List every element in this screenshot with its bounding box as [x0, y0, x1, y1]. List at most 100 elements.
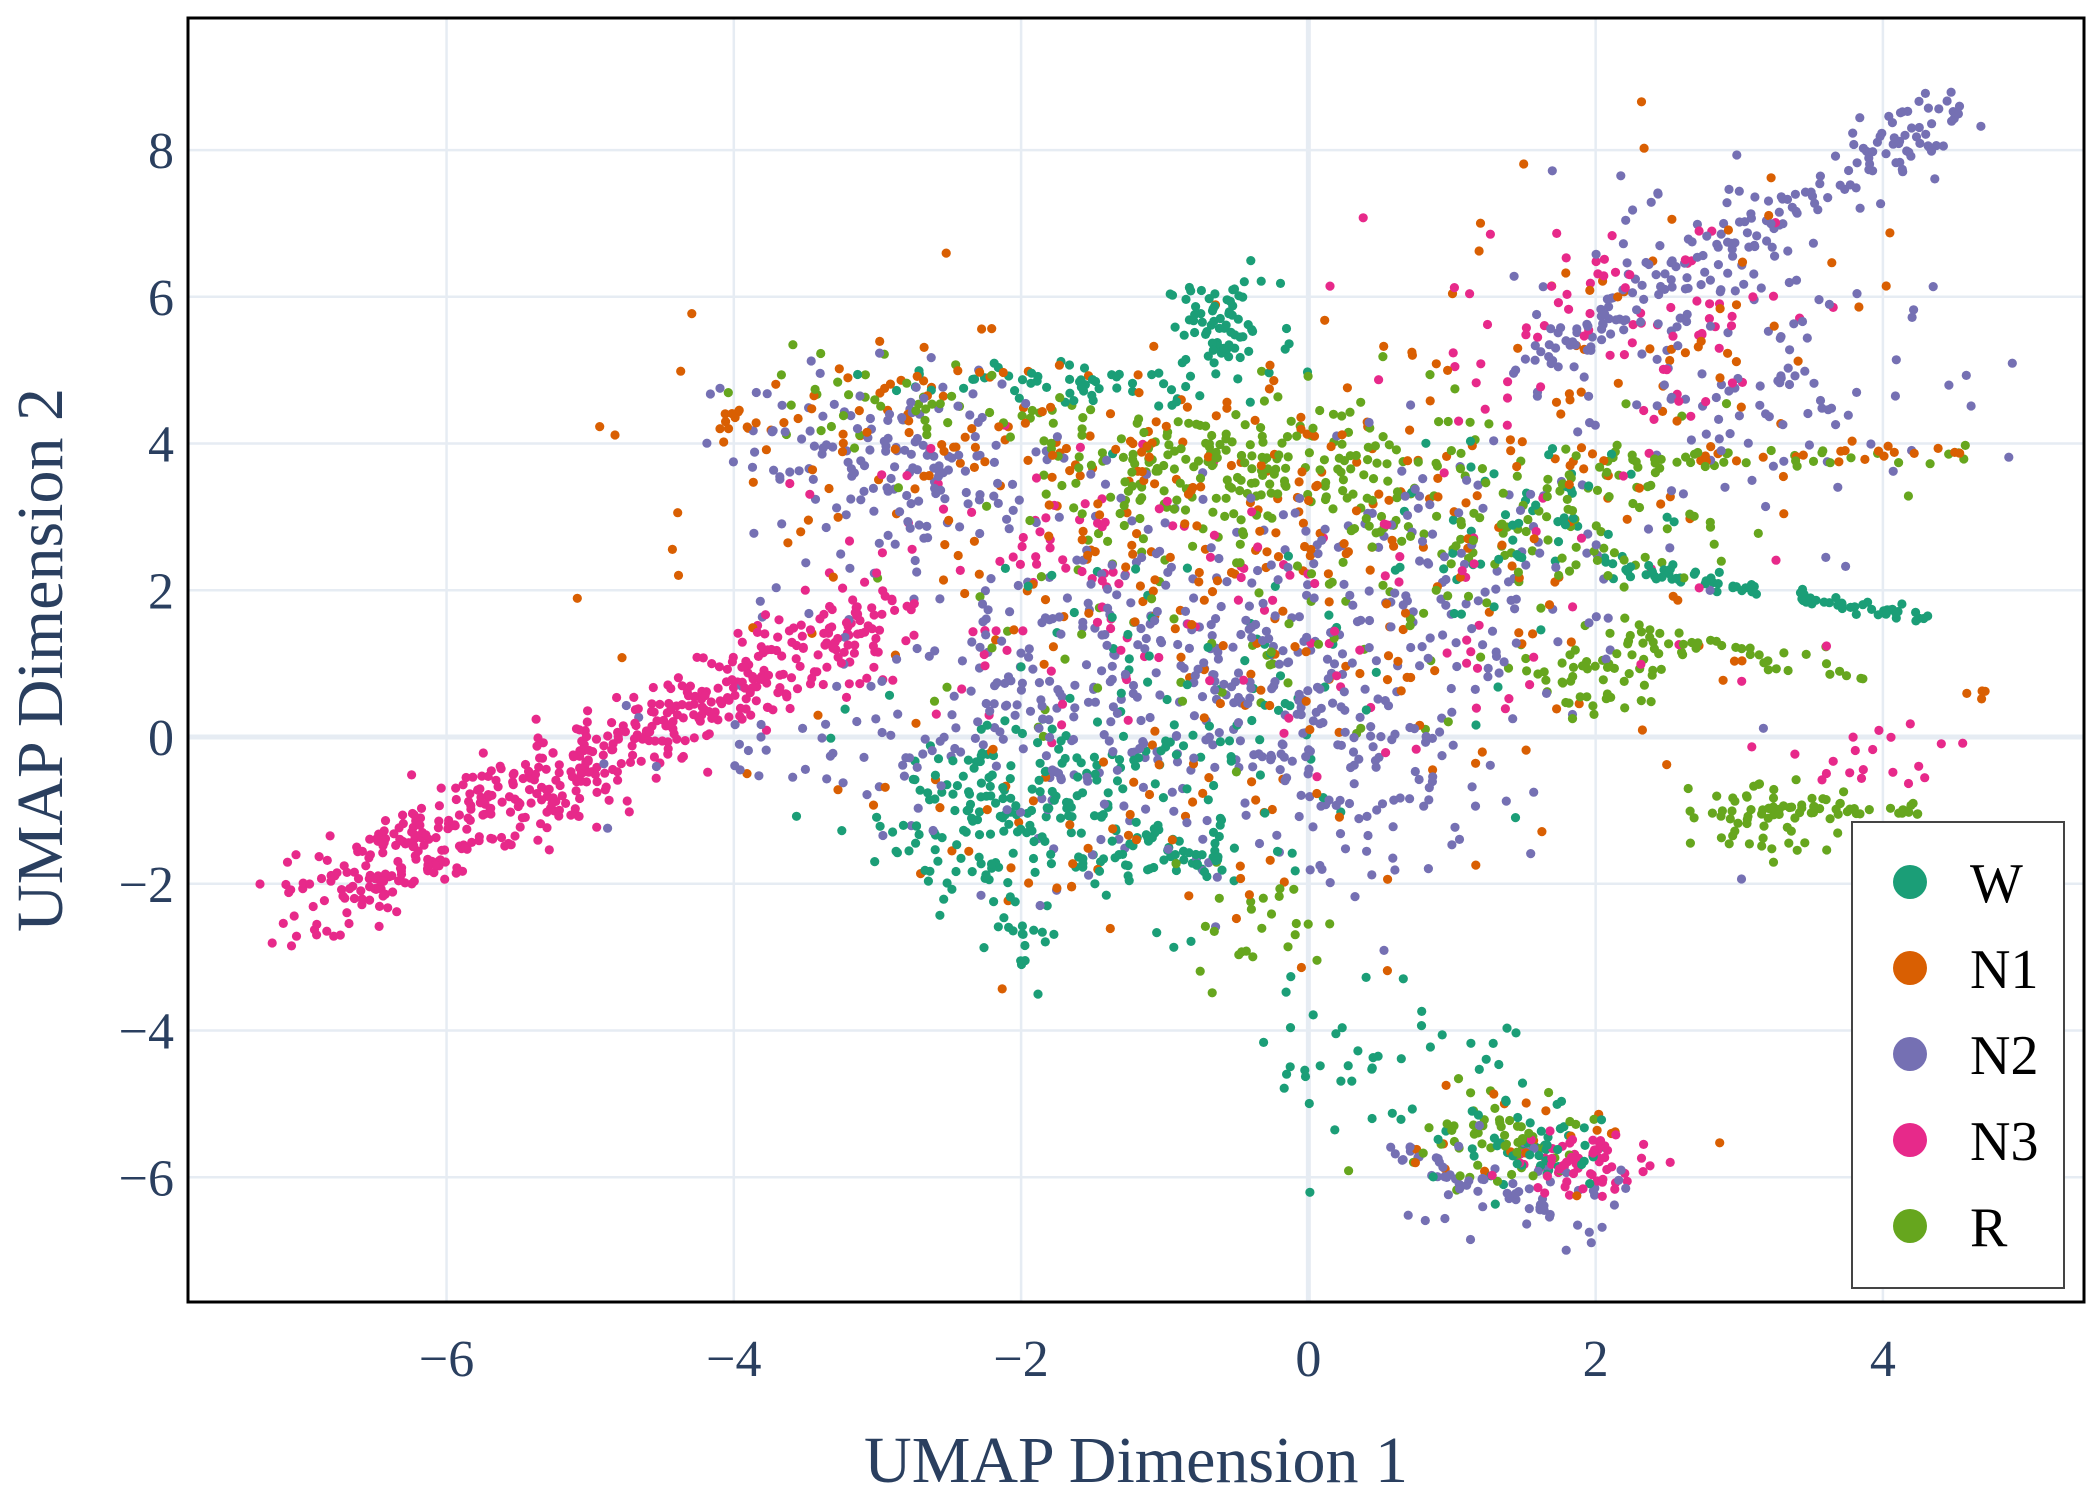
data-point-n3 [314, 852, 324, 862]
data-point-n1 [1840, 446, 1850, 456]
data-point-n3 [1665, 1157, 1675, 1167]
data-point-n3 [1045, 543, 1055, 553]
data-point-n3 [1462, 658, 1472, 668]
data-point-n2 [1858, 143, 1868, 153]
data-point-w [1531, 500, 1541, 510]
data-point-n1 [1355, 668, 1365, 679]
data-point-r [1542, 484, 1552, 494]
data-point-n2 [1652, 354, 1662, 364]
data-point-n2 [1350, 892, 1360, 902]
data-point-n1 [1665, 355, 1675, 366]
data-point-n2 [1868, 166, 1878, 176]
data-point-n2 [1536, 347, 1546, 357]
legend-marker-n1 [1893, 951, 1927, 985]
data-point-n3 [1358, 213, 1368, 223]
data-point-n3 [677, 681, 687, 691]
data-point-n3 [574, 811, 584, 822]
data-point-r [1609, 663, 1619, 674]
data-point-n2 [954, 450, 964, 460]
data-point-n1 [982, 805, 992, 815]
data-point-w [1467, 1144, 1477, 1154]
data-point-w [1018, 929, 1028, 940]
data-point-n2 [1347, 658, 1357, 668]
data-point-n2 [1316, 801, 1326, 811]
data-point-r [1757, 809, 1767, 819]
data-point-r [1217, 687, 1227, 697]
data-point-n2 [886, 730, 896, 740]
data-point-n2 [951, 723, 961, 733]
data-point-n1 [1144, 452, 1154, 462]
data-point-w [1076, 828, 1086, 838]
data-point-n1 [673, 508, 683, 518]
data-point-r [1797, 800, 1807, 810]
data-point-n3 [663, 749, 673, 759]
data-point-w [884, 690, 895, 700]
data-point-n1 [987, 324, 997, 334]
data-point-n3 [839, 647, 849, 657]
data-point-n2 [1294, 612, 1304, 622]
data-point-n1 [1696, 336, 1706, 346]
data-point-n2 [1390, 729, 1400, 739]
data-point-n3 [844, 679, 854, 689]
data-point-n2 [1890, 391, 1900, 401]
data-point-n2 [1099, 730, 1109, 740]
data-point-r [1745, 649, 1755, 660]
data-point-n1 [1962, 688, 1972, 699]
data-point-n1 [1339, 539, 1349, 549]
data-point-w [1361, 705, 1371, 715]
data-point-n2 [1628, 205, 1638, 215]
data-point-w [1396, 1054, 1406, 1064]
y-tick-label: −2 [119, 857, 174, 914]
data-point-r [922, 430, 932, 440]
data-point-n1 [1541, 1106, 1551, 1116]
data-point-w [1016, 662, 1026, 672]
data-point-r [902, 378, 912, 388]
data-point-n3 [1031, 552, 1041, 562]
data-point-n1 [1365, 565, 1375, 575]
data-point-n2 [840, 632, 850, 642]
data-point-r [1894, 458, 1904, 468]
data-point-n2 [1424, 559, 1434, 569]
data-point-n2 [1734, 411, 1744, 421]
data-point-w [1196, 752, 1206, 762]
data-point-w [1014, 393, 1024, 403]
data-point-r [1496, 519, 1506, 530]
data-point-w [908, 774, 918, 785]
data-point-n2 [1976, 121, 1986, 131]
data-point-w [1073, 772, 1083, 782]
data-point-n1 [1212, 576, 1223, 586]
data-point-n2 [1529, 787, 1539, 797]
data-point-r [1273, 489, 1283, 499]
data-point-w [1199, 867, 1210, 877]
data-point-r [1763, 656, 1773, 666]
data-point-r [1447, 1125, 1457, 1135]
data-point-w [1204, 721, 1214, 731]
data-point-w [1439, 564, 1449, 574]
data-point-n2 [1473, 480, 1483, 490]
data-point-n2 [1163, 844, 1173, 854]
data-point-w [1186, 286, 1196, 296]
data-point-n3 [332, 868, 342, 878]
data-point-w [1008, 848, 1018, 858]
data-point-n2 [1618, 239, 1628, 249]
data-point-w [904, 846, 914, 856]
data-point-r [1247, 451, 1257, 461]
data-point-w [1651, 574, 1661, 584]
data-point-n1 [1151, 417, 1161, 427]
data-point-w [1534, 1150, 1544, 1161]
data-point-n2 [1304, 745, 1314, 755]
data-point-n2 [1339, 687, 1349, 697]
data-point-r [1468, 535, 1478, 546]
data-point-n2 [1428, 772, 1438, 782]
data-point-n1 [1827, 258, 1837, 268]
data-point-n3 [394, 876, 404, 886]
data-point-w [1190, 327, 1200, 338]
data-point-n1 [1564, 479, 1574, 490]
data-point-n2 [1915, 138, 1925, 148]
data-point-r [1685, 509, 1695, 519]
data-point-n2 [1815, 179, 1825, 189]
data-point-n3 [880, 591, 890, 601]
data-point-r [1753, 528, 1763, 539]
data-point-w [1170, 322, 1180, 332]
data-point-w [982, 720, 992, 730]
